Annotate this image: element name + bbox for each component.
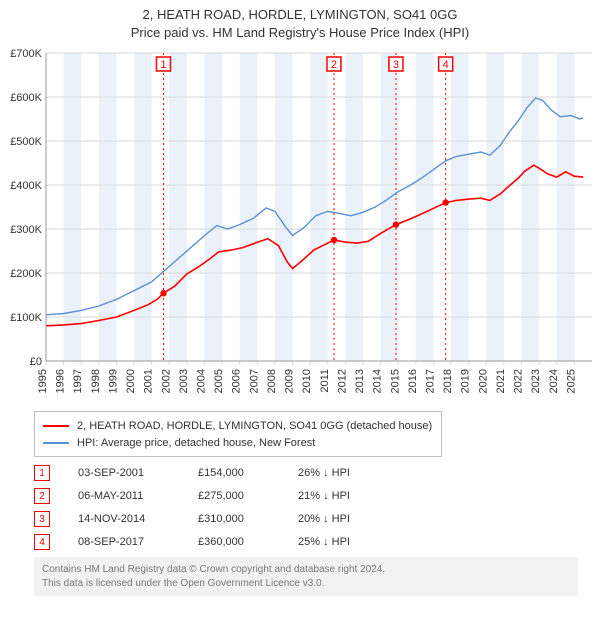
- svg-text:3: 3: [393, 59, 399, 71]
- svg-text:2008: 2008: [266, 369, 278, 393]
- svg-text:2024: 2024: [548, 369, 560, 393]
- svg-text:£700K: £700K: [10, 48, 42, 60]
- transaction-price: £360,000: [198, 536, 298, 548]
- svg-text:2002: 2002: [160, 369, 172, 393]
- svg-text:1995: 1995: [37, 369, 49, 393]
- svg-text:1997: 1997: [72, 369, 84, 393]
- transaction-date: 03-SEP-2001: [78, 467, 198, 479]
- svg-text:£200K: £200K: [10, 268, 42, 280]
- svg-text:2011: 2011: [319, 369, 331, 393]
- transaction-date: 14-NOV-2014: [78, 513, 198, 525]
- svg-text:1999: 1999: [107, 369, 119, 393]
- legend-swatch-hpi: [43, 442, 69, 444]
- transaction-marker-num: 2: [39, 491, 45, 502]
- svg-text:2017: 2017: [424, 369, 436, 393]
- transaction-delta: 25% ↓ HPI: [298, 536, 408, 548]
- svg-text:2014: 2014: [372, 369, 384, 393]
- legend-item-hpi: HPI: Average price, detached house, New …: [43, 435, 433, 452]
- svg-text:2013: 2013: [354, 369, 366, 393]
- transaction-marker-icon: 2: [34, 488, 50, 504]
- svg-text:2012: 2012: [336, 369, 348, 393]
- legend-label-hpi: HPI: Average price, detached house, New …: [77, 435, 315, 452]
- svg-text:£0: £0: [30, 356, 42, 368]
- svg-text:2003: 2003: [178, 369, 190, 393]
- transaction-delta: 26% ↓ HPI: [298, 467, 408, 479]
- svg-text:4: 4: [443, 59, 449, 71]
- transaction-marker-num: 1: [39, 468, 45, 479]
- legend-item-price-paid: 2, HEATH ROAD, HORDLE, LYMINGTON, SO41 0…: [43, 418, 433, 435]
- transaction-marker-icon: 4: [34, 534, 50, 550]
- transaction-price: £154,000: [198, 467, 298, 479]
- svg-text:£100K: £100K: [10, 312, 42, 324]
- transaction-row: 2 06-MAY-2011 £275,000 21% ↓ HPI: [34, 488, 600, 504]
- svg-text:£300K: £300K: [10, 224, 42, 236]
- svg-text:1996: 1996: [55, 369, 67, 393]
- svg-text:2016: 2016: [407, 369, 419, 393]
- legend-swatch-price-paid: [43, 425, 69, 427]
- chart-svg: £0 £100K £200K £300K £400K £500K £600K £700K 199…: [0, 45, 600, 405]
- svg-text:2020: 2020: [477, 369, 489, 393]
- transactions-table: 1 03-SEP-2001 £154,000 26% ↓ HPI 2 06-MA…: [34, 465, 600, 550]
- transaction-delta: 20% ↓ HPI: [298, 513, 408, 525]
- transaction-row: 3 14-NOV-2014 £310,000 20% ↓ HPI: [34, 511, 600, 527]
- transaction-row: 1 03-SEP-2001 £154,000 26% ↓ HPI: [34, 465, 600, 481]
- svg-text:2007: 2007: [248, 369, 260, 393]
- chart-title-block: 2, HEATH ROAD, HORDLE, LYMINGTON, SO41 0…: [0, 0, 600, 41]
- svg-text:2: 2: [331, 59, 337, 71]
- svg-text:2005: 2005: [213, 369, 225, 393]
- svg-text:2015: 2015: [389, 369, 401, 393]
- svg-text:2018: 2018: [442, 369, 454, 393]
- svg-text:2019: 2019: [460, 369, 472, 393]
- transaction-row: 4 08-SEP-2017 £360,000 25% ↓ HPI: [34, 534, 600, 550]
- svg-text:£400K: £400K: [10, 180, 42, 192]
- transaction-marker-icon: 1: [34, 465, 50, 481]
- svg-text:2006: 2006: [231, 369, 243, 393]
- price-chart: £0 £100K £200K £300K £400K £500K £600K £700K 199…: [0, 45, 600, 405]
- svg-text:2022: 2022: [513, 369, 525, 393]
- transaction-price: £275,000: [198, 490, 298, 502]
- legend-label-price-paid: 2, HEATH ROAD, HORDLE, LYMINGTON, SO41 0…: [77, 418, 432, 435]
- svg-text:2025: 2025: [565, 369, 577, 393]
- svg-text:£500K: £500K: [10, 136, 42, 148]
- svg-text:1998: 1998: [90, 369, 102, 393]
- svg-text:2021: 2021: [495, 369, 507, 393]
- svg-text:2004: 2004: [196, 369, 208, 393]
- footer-line-2: This data is licensed under the Open Gov…: [42, 577, 570, 591]
- svg-text:2001: 2001: [143, 369, 155, 393]
- svg-text:2010: 2010: [301, 369, 313, 393]
- transaction-date: 08-SEP-2017: [78, 536, 198, 548]
- svg-text:2023: 2023: [530, 369, 542, 393]
- transaction-delta: 21% ↓ HPI: [298, 490, 408, 502]
- title-line-1: 2, HEATH ROAD, HORDLE, LYMINGTON, SO41 0…: [0, 6, 600, 24]
- svg-text:1: 1: [160, 59, 166, 71]
- attribution-footer: Contains HM Land Registry data © Crown c…: [34, 557, 578, 596]
- transaction-marker-num: 4: [39, 537, 45, 548]
- svg-text:2009: 2009: [284, 369, 296, 393]
- title-line-2: Price paid vs. HM Land Registry's House …: [0, 24, 600, 42]
- footer-line-1: Contains HM Land Registry data © Crown c…: [42, 563, 570, 577]
- svg-text:£600K: £600K: [10, 92, 42, 104]
- svg-text:2000: 2000: [125, 369, 137, 393]
- transaction-marker-icon: 3: [34, 511, 50, 527]
- transaction-date: 06-MAY-2011: [78, 490, 198, 502]
- legend: 2, HEATH ROAD, HORDLE, LYMINGTON, SO41 0…: [34, 411, 442, 457]
- transaction-price: £310,000: [198, 513, 298, 525]
- transaction-marker-num: 3: [39, 514, 45, 525]
